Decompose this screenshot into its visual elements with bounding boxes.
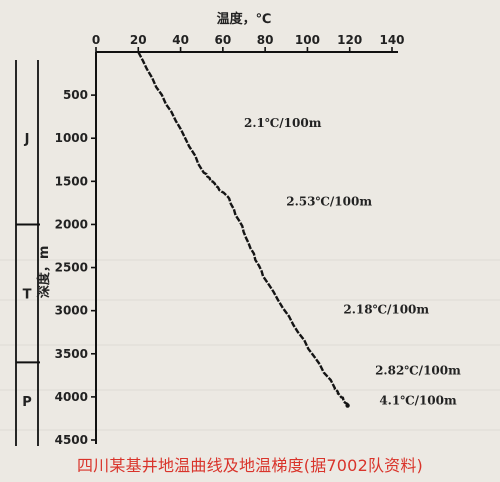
x-tick-label: 100 (295, 33, 320, 47)
series-layer (137, 51, 350, 408)
y-tick-label: 4500 (55, 433, 88, 447)
gradient-labels: 2.1℃/100m 2.53℃/100m 2.18℃/100m 2.82℃/100m 4… (244, 116, 461, 408)
y-tick-label: 4000 (55, 390, 88, 404)
gradient-label: 4.1℃/100m (379, 394, 457, 408)
x-axis-label: 温度，℃ (217, 11, 272, 27)
strata-label-T: T (23, 287, 32, 302)
gradient-label: 2.82℃/100m (375, 363, 461, 377)
gradient-label: 2.53℃/100m (286, 194, 372, 208)
x-tick-label: 40 (172, 33, 189, 47)
y-tick-label: 500 (63, 88, 88, 102)
strata-column: J T P 深度，m (15, 60, 52, 446)
x-tick-label: 60 (215, 33, 232, 47)
gradient-label: 2.1℃/100m (244, 116, 322, 130)
figure-caption: 四川某基井地温曲线及地温梯度(据7002队资料) (76, 456, 423, 475)
y-tick-label: 3000 (55, 304, 88, 318)
y-tick-label: 1500 (55, 174, 88, 188)
strata-label-P: P (22, 395, 32, 410)
x-tick-label: 80 (257, 33, 274, 47)
x-tick-label: 20 (130, 33, 147, 47)
x-tick-label: 0 (92, 33, 100, 47)
y-tick-label: 2000 (55, 217, 88, 231)
temperature-depth-curve (137, 51, 349, 406)
y-tick-label: 2500 (55, 261, 88, 275)
x-tick-label: 120 (337, 33, 362, 47)
x-tick-label: 140 (379, 33, 404, 47)
y-tick-label: 1000 (55, 131, 88, 145)
gradient-label: 2.18℃/100m (343, 302, 429, 316)
curve-end-point (345, 403, 350, 408)
strata-label-J: J (24, 132, 30, 147)
axes: 0 20 40 60 80 100 120 140 温度，℃ 500 1000 1500 2000 250… (55, 11, 405, 447)
y-axis-label: 深度，m (36, 246, 52, 299)
y-tick-label: 3500 (55, 347, 88, 361)
